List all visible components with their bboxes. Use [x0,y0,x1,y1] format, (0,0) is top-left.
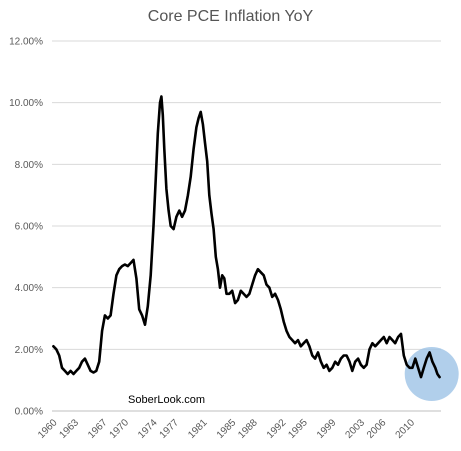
gridlines [52,40,441,412]
watermark: SoberLook.com [128,394,205,406]
y-axis-tick-labels: 0.00% 2.00% 4.00% 6.00% 8.00% 10.00% 12.00% [9,37,43,418]
y-tick-label: 2.00% [15,345,43,356]
series-layer [52,95,441,379]
y-tick-label: 0.00% [15,407,43,418]
series-line-core-pce [52,95,441,379]
y-tick-label: 6.00% [15,222,43,233]
chart-title: Core PCE Inflation YoY [148,8,314,25]
y-tick-label: 12.00% [9,37,43,48]
y-tick-label: 8.00% [15,160,43,171]
y-tick-label: 4.00% [15,283,43,294]
y-tick-label: 10.00% [9,98,43,109]
highlight-circle [404,347,459,401]
highlight-layer [404,347,459,401]
